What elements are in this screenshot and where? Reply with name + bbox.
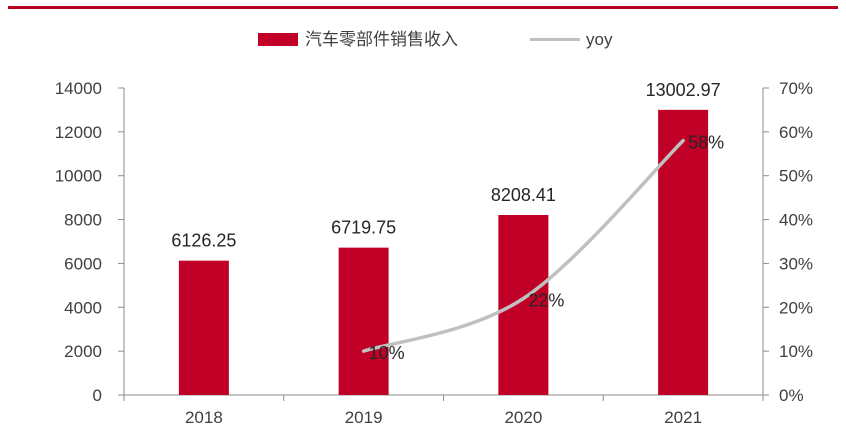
y-right-tick-label: 10% (779, 342, 813, 361)
x-tick-label: 2021 (664, 408, 702, 427)
y-right-tick-label: 60% (779, 123, 813, 142)
axes: 0 2000 4000 6000 8000 10000 12000 14000 0% 10% 20%… (55, 79, 813, 427)
bar-value-label: 13002.97 (646, 80, 721, 100)
yoy-value-label: 58% (688, 133, 724, 153)
y-left-tick-label: 10000 (55, 167, 102, 186)
bar (338, 247, 389, 395)
yoy-line (361, 138, 685, 353)
y-right-tick-label: 50% (779, 167, 813, 186)
x-tick-label: 2018 (185, 408, 223, 427)
legend: 汽车零部件销售收入 yoy (258, 30, 613, 49)
y-left-tick-label: 4000 (64, 298, 102, 317)
x-tick-label: 2020 (504, 408, 542, 427)
y-left-tick-label: 0 (93, 386, 102, 405)
y-right-tick-label: 40% (779, 211, 813, 230)
y-right-tick-label: 30% (779, 254, 813, 273)
y-left-tick-label: 2000 (64, 342, 102, 361)
x-tick-label: 2019 (345, 408, 383, 427)
legend-bar-swatch (258, 33, 298, 46)
yoy-value-label: 10% (369, 343, 405, 363)
top-accent-rule (8, 6, 838, 9)
bar-value-label: 6126.25 (171, 231, 236, 251)
y-right-tick-label: 70% (779, 79, 813, 98)
y-left-tick-label: 6000 (64, 254, 102, 273)
bar (498, 215, 549, 395)
bar-series (178, 109, 709, 396)
legend-line-label: yoy (586, 30, 613, 49)
y-left-tick-label: 14000 (55, 79, 102, 98)
bar-value-label: 6719.75 (331, 218, 396, 238)
yoy-line-series (361, 138, 685, 353)
y-right-tick-label: 20% (779, 298, 813, 317)
data-labels: 6126.25 6719.75 8208.41 13002.97 10% 22% 58% (171, 80, 724, 363)
legend-bar-label: 汽车零部件销售收入 (305, 30, 458, 49)
yoy-value-label: 22% (528, 291, 564, 311)
bar-value-label: 8208.41 (491, 185, 556, 205)
y-right-tick-label: 0% (779, 386, 804, 405)
bar (178, 260, 229, 395)
y-left-tick-label: 12000 (55, 123, 102, 142)
y-left-tick-label: 8000 (64, 211, 102, 230)
